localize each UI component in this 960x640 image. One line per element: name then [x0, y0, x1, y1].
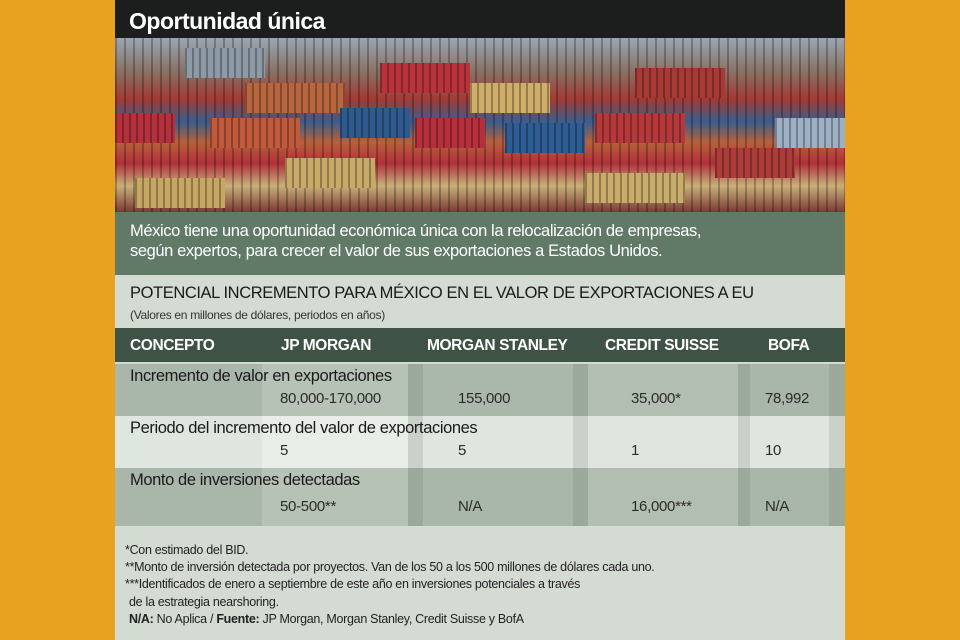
- row-label: Monto de inversiones detectadas: [130, 471, 360, 489]
- header-morgan-stanley: MORGAN STANLEY: [427, 337, 568, 354]
- row-label: Incremento de valor en exportaciones: [130, 367, 392, 385]
- header-concepto: CONCEPTO: [130, 337, 215, 354]
- source-label: Fuente:: [216, 611, 260, 626]
- cell-jp-morgan: 5: [280, 442, 289, 459]
- section-subtitle: (Valores en millones de dólares, periodo…: [130, 308, 385, 322]
- section-title: POTENCIAL INCREMENTO PARA MÉXICO EN EL V…: [130, 284, 754, 302]
- intro-text: México tiene una oportunidad económica ú…: [115, 212, 845, 275]
- cell-bofa: 10: [765, 442, 782, 459]
- infographic-title: Oportunidad única: [115, 0, 845, 38]
- footnote: *Con estimado del BID.: [125, 543, 249, 557]
- cell-bofa: 78,992: [765, 390, 810, 407]
- header-bofa: BOFA: [768, 337, 810, 354]
- intro-line: México tiene una oportunidad económica ú…: [130, 222, 702, 240]
- cell-credit-suisse: 1: [631, 442, 640, 459]
- infographic-card: Oportunidad única México tiene una oport…: [115, 0, 845, 640]
- footnote: **Monto de inversión detectada por proye…: [125, 560, 655, 575]
- cell-bofa: N/A: [765, 498, 790, 515]
- cell-morgan-stanley: 155,000: [458, 390, 511, 407]
- na-label: N/A:: [129, 611, 154, 626]
- shipping-containers-photo: [115, 38, 845, 212]
- table-row: Incremento de valor en exportaciones 80,…: [115, 364, 845, 416]
- header-jp-morgan: JP MORGAN: [281, 337, 371, 354]
- row-label: Periodo del incremento del valor de expo…: [130, 419, 478, 437]
- footnotes: *Con estimado del BID. **Monto de invers…: [125, 542, 655, 628]
- table-row: Periodo del incremento del valor de expo…: [115, 416, 845, 468]
- intro-line: según expertos, para crecer el valor de …: [130, 242, 663, 260]
- cell-jp-morgan: 50-500**: [280, 498, 336, 515]
- footnote: de la estrategia nearshoring.: [129, 594, 279, 609]
- header-credit-suisse: CREDIT SUISSE: [605, 337, 719, 354]
- source-line: N/A: No Aplica / Fuente: JP Morgan, Morg…: [125, 611, 654, 628]
- source-text: JP Morgan, Morgan Stanley, Credit Suisse…: [259, 611, 525, 626]
- footnote: ***Identificados de enero a septiembre d…: [125, 577, 581, 592]
- table-header: CONCEPTO JP MORGAN MORGAN STANLEY CREDIT…: [115, 328, 845, 362]
- na-text: No Aplica /: [153, 611, 217, 626]
- table-row: Monto de inversiones detectadas 50-500**…: [115, 468, 845, 526]
- cell-morgan-stanley: 5: [458, 442, 467, 459]
- cell-credit-suisse: 16,000***: [631, 498, 692, 515]
- cell-morgan-stanley: N/A: [458, 498, 483, 515]
- cell-credit-suisse: 35,000*: [631, 390, 681, 407]
- cell-jp-morgan: 80,000-170,000: [280, 390, 381, 407]
